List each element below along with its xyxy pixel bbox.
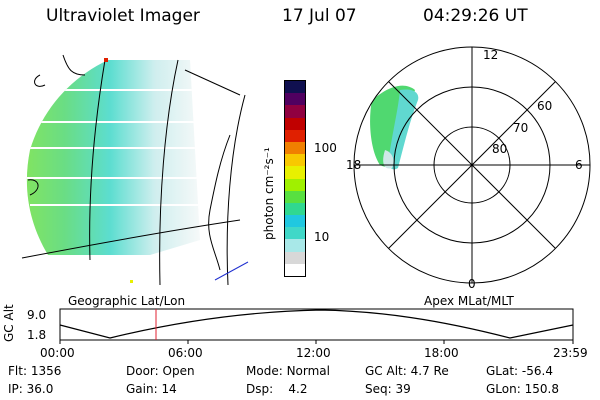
seq-label: Seq: xyxy=(365,382,392,396)
colorbar-segment xyxy=(285,190,305,203)
date-label: 17 Jul 07 xyxy=(282,6,357,26)
gain-info: Gain: 14 xyxy=(126,382,177,396)
altitude-xtick-0: 00:00 xyxy=(40,346,75,360)
colorbar-tick-10: 10 xyxy=(314,230,330,244)
instrument-title: Ultraviolet Imager xyxy=(46,6,200,26)
colorbar-segment xyxy=(285,93,305,106)
mlt-label-6: 6 xyxy=(575,158,583,172)
glat-value: -56.4 xyxy=(521,364,553,378)
door-value: Open xyxy=(162,364,195,378)
colorbar-segment xyxy=(285,239,305,252)
altitude-ytick-9: 9.0 xyxy=(27,308,47,322)
altitude-xtick-end: 23:59 xyxy=(553,346,588,360)
altitude-xtick-6: 06:00 xyxy=(168,346,203,360)
colorbar-segment xyxy=(285,105,305,118)
time-label: 04:29:26 UT xyxy=(423,6,528,26)
gain-value: 14 xyxy=(161,382,177,396)
ip-value: 36.0 xyxy=(26,382,54,396)
glat-info: GLat: -56.4 xyxy=(486,364,553,378)
altitude-ylabel: GC Alt xyxy=(2,304,16,342)
colorbar-segment xyxy=(285,178,305,191)
colorbar-segment xyxy=(285,215,305,228)
colorbar-segment xyxy=(285,81,305,94)
flt-value: 1356 xyxy=(30,364,62,378)
colorbar xyxy=(284,80,306,277)
mlt-label-0: 0 xyxy=(468,277,476,291)
mode-value: Normal xyxy=(286,364,330,378)
gain-label: Gain: xyxy=(126,382,158,396)
geographic-caption: Geographic Lat/Lon xyxy=(68,294,186,308)
mlat-label-80: 80 xyxy=(492,142,508,156)
colorbar-segment xyxy=(285,166,305,179)
glon-info: GLon: 150.8 xyxy=(486,382,559,396)
altitude-ytick-1_8: 1.8 xyxy=(27,328,47,342)
dsp-info: Dsp: 4.2 xyxy=(246,382,308,396)
colorbar-segment xyxy=(285,129,305,142)
altitude-xtick-18: 18:00 xyxy=(424,346,459,360)
apex-caption: Apex MLat/MLT xyxy=(424,294,514,308)
gcalt-label: GC Alt: xyxy=(365,364,407,378)
colorbar-segment xyxy=(285,117,305,130)
colorbar-tick-100: 100 xyxy=(314,141,337,155)
dsp-label: Dsp: xyxy=(246,382,274,396)
gcalt-value: 4.7 Re xyxy=(410,364,449,378)
dsp-value: 4.2 xyxy=(288,382,308,396)
mlt-label-18: 18 xyxy=(346,158,362,172)
mode-label: Mode: xyxy=(246,364,283,378)
mlat-label-60: 60 xyxy=(537,99,553,113)
seq-value: 39 xyxy=(395,382,411,396)
altitude-xtick-12: 12:00 xyxy=(296,346,331,360)
flt-label: Flt: xyxy=(8,364,27,378)
door-info: Door: Open xyxy=(126,364,195,378)
glon-value: 150.8 xyxy=(524,382,559,396)
colorbar-segment xyxy=(285,251,305,264)
colorbar-segment xyxy=(285,202,305,216)
colorbar-segment xyxy=(285,227,305,240)
mlt-label-12: 12 xyxy=(483,48,499,62)
colorbar-segment xyxy=(285,154,305,167)
seq-info: Seq: 39 xyxy=(365,382,411,396)
flt-info: Flt: 1356 xyxy=(8,364,61,378)
glat-label: GLat: xyxy=(486,364,519,378)
mode-info: Mode: Normal xyxy=(246,364,330,378)
gcalt-info: GC Alt: 4.7 Re xyxy=(365,364,449,378)
colorbar-segment xyxy=(285,263,305,276)
colorbar-segment xyxy=(285,141,305,155)
mlat-label-70: 70 xyxy=(513,121,529,135)
door-label: Door: xyxy=(126,364,159,378)
glon-label: GLon: xyxy=(486,382,521,396)
ip-label: IP: xyxy=(8,382,23,396)
ip-info: IP: 36.0 xyxy=(8,382,53,396)
